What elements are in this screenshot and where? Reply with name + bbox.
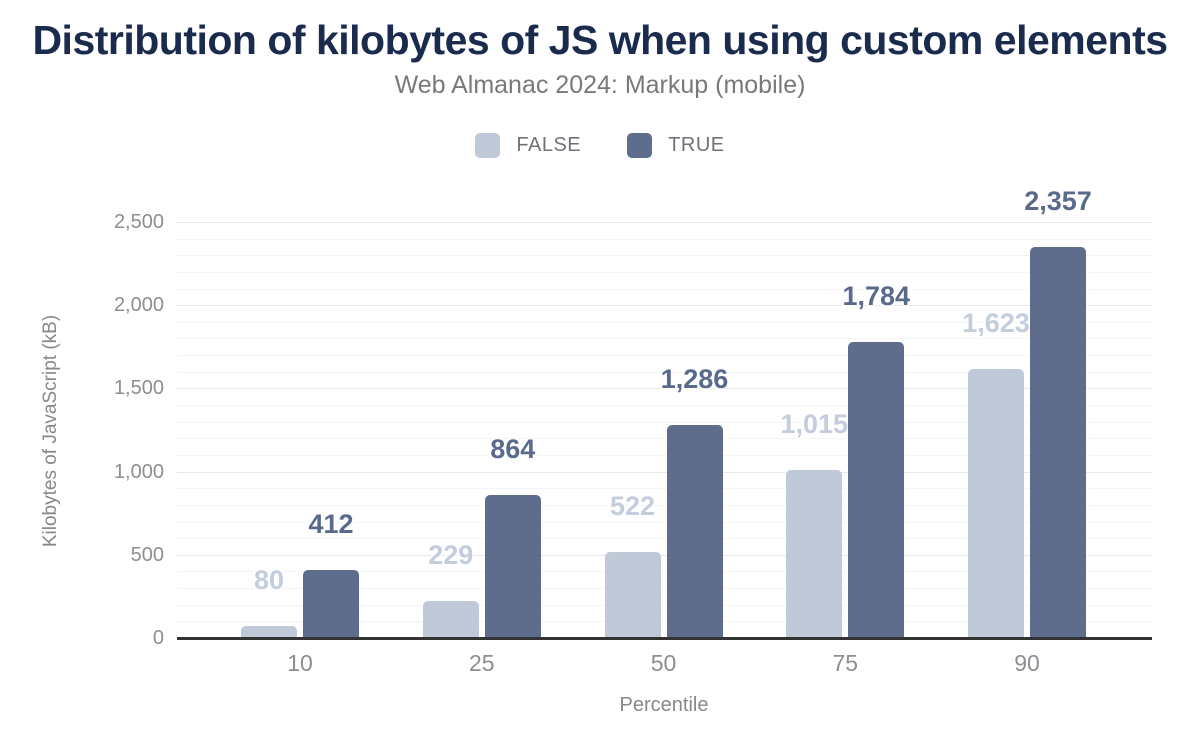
legend-item-false: FALSE bbox=[475, 133, 582, 159]
minor-gridline bbox=[177, 521, 1152, 523]
legend-swatch-true bbox=[627, 133, 653, 159]
legend-label-true: TRUE bbox=[668, 134, 725, 157]
minor-gridline bbox=[177, 288, 1152, 290]
major-gridline bbox=[177, 554, 1152, 556]
minor-gridline bbox=[177, 338, 1152, 340]
bar-false-p75 bbox=[786, 470, 843, 639]
minor-gridline bbox=[177, 588, 1152, 590]
bar-true-p75 bbox=[848, 342, 905, 639]
value-label-false-p10: 80 bbox=[253, 564, 285, 595]
bar-false-p10 bbox=[241, 625, 297, 639]
chart-header: Distribution of kilobytes of JS when usi… bbox=[0, 0, 1200, 100]
x-tick-label: 25 bbox=[468, 650, 495, 676]
minor-gridline bbox=[177, 571, 1152, 573]
minor-gridline bbox=[177, 438, 1152, 440]
x-tick-label: 50 bbox=[650, 650, 677, 676]
minor-gridline bbox=[177, 355, 1152, 357]
minor-gridline bbox=[177, 538, 1152, 540]
minor-gridline bbox=[177, 504, 1152, 506]
minor-gridline bbox=[177, 488, 1152, 490]
y-tick-label: 1,500 bbox=[113, 377, 164, 400]
value-label-true-p50: 1,286 bbox=[660, 364, 729, 395]
value-label-true-p90: 2,357 bbox=[1024, 185, 1092, 216]
value-label-false-p90: 1,623 bbox=[962, 307, 1030, 338]
minor-gridline bbox=[177, 238, 1152, 240]
minor-gridline bbox=[177, 621, 1152, 623]
plot-area: 0 500 1,000 1,500 2,000 2,500 10 80 412 25 229 864 5… bbox=[114, 186, 1152, 676]
x-tick-label: 90 bbox=[1014, 650, 1040, 676]
major-gridline bbox=[177, 222, 1152, 223]
value-label-true-p10: 412 bbox=[308, 509, 354, 540]
value-label-false-p75: 1,015 bbox=[780, 409, 849, 440]
minor-gridline bbox=[177, 604, 1152, 606]
bar-true-p25 bbox=[484, 495, 541, 639]
minor-gridline bbox=[177, 405, 1152, 407]
bar-true-p10 bbox=[303, 570, 359, 639]
page-title: Distribution of kilobytes of JS when usi… bbox=[32, 17, 1168, 63]
y-tick-label: 0 bbox=[152, 627, 164, 649]
value-label-false-p50: 522 bbox=[609, 491, 656, 522]
chart-subtitle: Web Almanac 2024: Markup (mobile) bbox=[394, 71, 806, 100]
bar-false-p25 bbox=[422, 600, 479, 639]
y-tick-label: 2,500 bbox=[113, 211, 164, 233]
legend: FALSE TRUE bbox=[0, 133, 1200, 159]
minor-gridline bbox=[177, 255, 1152, 257]
bar-true-p90 bbox=[1030, 246, 1086, 639]
legend-label-false: FALSE bbox=[516, 134, 582, 157]
value-label-true-p25: 864 bbox=[490, 434, 536, 465]
y-tick-label: 1,000 bbox=[113, 460, 164, 483]
y-axis-title: Kilobytes of JavaScript (kB) bbox=[40, 314, 61, 548]
bar-true-p50 bbox=[666, 425, 723, 639]
bar-false-p50 bbox=[604, 552, 661, 639]
major-gridline bbox=[177, 305, 1152, 307]
major-gridline bbox=[177, 471, 1152, 473]
major-gridline bbox=[177, 388, 1152, 390]
minor-gridline bbox=[177, 321, 1152, 323]
x-tick-label: 10 bbox=[287, 650, 313, 676]
value-label-false-p25: 229 bbox=[428, 539, 474, 570]
legend-swatch-false bbox=[475, 133, 501, 159]
x-axis-title: Percentile bbox=[619, 694, 709, 716]
minor-gridline bbox=[177, 271, 1152, 273]
x-tick-label: 75 bbox=[832, 650, 859, 676]
legend-item-true: TRUE bbox=[627, 133, 725, 159]
x-axis-line bbox=[177, 637, 1152, 640]
bar-false-p90 bbox=[968, 368, 1024, 639]
minor-gridline bbox=[177, 454, 1152, 456]
minor-gridline bbox=[177, 371, 1152, 373]
value-label-true-p75: 1,784 bbox=[842, 281, 911, 312]
y-tick-label: 500 bbox=[130, 543, 164, 566]
minor-gridline bbox=[177, 421, 1152, 423]
y-tick-label: 2,000 bbox=[113, 294, 164, 317]
